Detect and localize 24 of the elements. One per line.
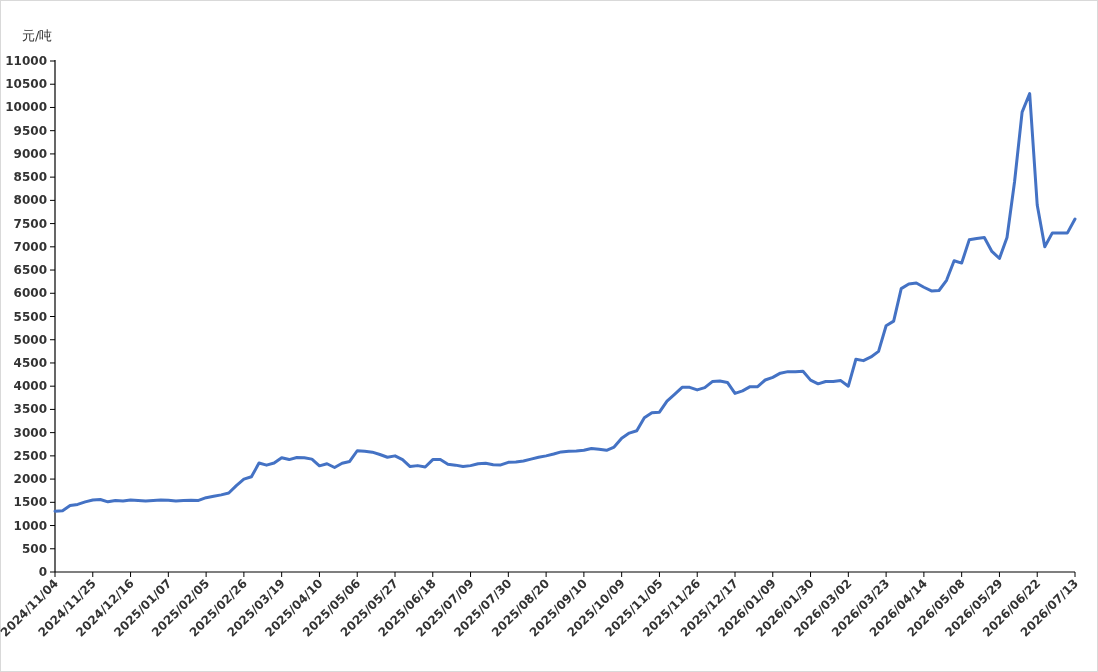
y-tick-label: 7500	[13, 216, 47, 231]
y-tick-label: 5500	[13, 309, 47, 324]
y-tick-label: 6500	[13, 263, 47, 278]
y-tick-label: 2000	[13, 472, 47, 487]
y-tick-label: 1500	[13, 495, 47, 510]
y-tick-label: 8000	[13, 193, 47, 208]
y-tick-label: 9000	[13, 146, 47, 161]
y-tick-label: 11000	[5, 54, 47, 68]
y-axis-title: 元/吨	[22, 28, 53, 43]
y-tick-label: 9500	[13, 123, 47, 138]
y-tick-label: 2500	[13, 448, 47, 463]
y-tick-label: 5000	[13, 332, 47, 347]
y-tick-label: 1000	[13, 518, 47, 533]
y-tick-label: 4000	[13, 379, 47, 394]
y-tick-label: 6000	[13, 286, 47, 301]
y-tick-label: 10000	[5, 100, 47, 115]
y-tick-label: 3000	[13, 425, 47, 440]
y-tick-label: 0	[38, 565, 47, 579]
y-tick-label: 10500	[5, 77, 47, 92]
y-tick-label: 7000	[13, 239, 47, 254]
y-tick-label: 3500	[13, 402, 47, 417]
y-tick-label: 500	[21, 541, 47, 556]
y-tick-label: 4500	[13, 355, 47, 370]
y-tick-label: 8500	[13, 170, 47, 185]
